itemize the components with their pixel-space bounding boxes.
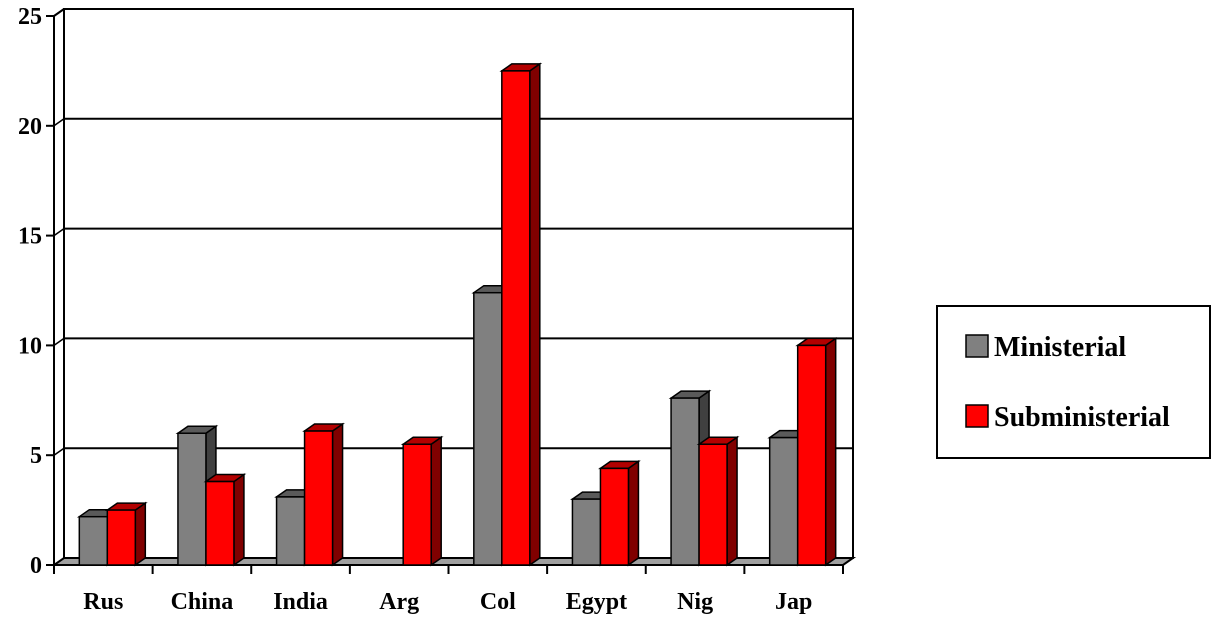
bar-subministerial-arg — [400, 435, 444, 567]
y-tick-label: 10 — [18, 333, 42, 359]
bar-subministerial-nig — [696, 435, 740, 567]
gridline-side — [53, 118, 65, 127]
bar-subministerial-india — [302, 422, 345, 567]
y-tick-label: 25 — [18, 4, 42, 30]
bar-subministerial-col — [499, 62, 543, 567]
legend-swatch-ministerial — [965, 334, 989, 358]
x-tick-label: Egypt — [566, 589, 627, 615]
x-tick-label: India — [273, 589, 328, 615]
x-tick-label: Arg — [379, 589, 419, 615]
y-tick-label: 20 — [18, 114, 42, 140]
y-tick-label: 0 — [30, 553, 42, 579]
legend-swatch-subministerial — [965, 404, 989, 428]
legend-box — [936, 305, 1211, 459]
bar-subministerial-egypt — [598, 459, 641, 567]
legend-label-subministerial: Subministerial — [994, 402, 1170, 433]
legend-label-ministerial: Ministerial — [994, 332, 1126, 363]
x-tick-label: Jap — [775, 589, 812, 615]
x-tick-label: Col — [480, 589, 516, 615]
bar-subministerial-china — [203, 473, 247, 567]
bar-subministerial-rus — [104, 501, 148, 567]
gridline-side — [53, 447, 65, 456]
y-tick-label: 15 — [18, 224, 42, 250]
side-wall-edge — [53, 8, 65, 17]
legend: Ministerial Subministerial — [936, 305, 1211, 459]
bar-subministerial-jap — [795, 336, 839, 567]
x-tick-label: Rus — [83, 589, 123, 615]
gridline-side — [53, 227, 65, 237]
x-tick-label: China — [171, 589, 234, 615]
x-tick-label: Nig — [677, 589, 713, 615]
y-tick-label: 5 — [30, 443, 42, 469]
gridline-side — [53, 337, 65, 347]
plot-area: 0 5 10 15 20 25 Rus China India Arg Col Egypt Nig Jap — [18, 4, 857, 615]
